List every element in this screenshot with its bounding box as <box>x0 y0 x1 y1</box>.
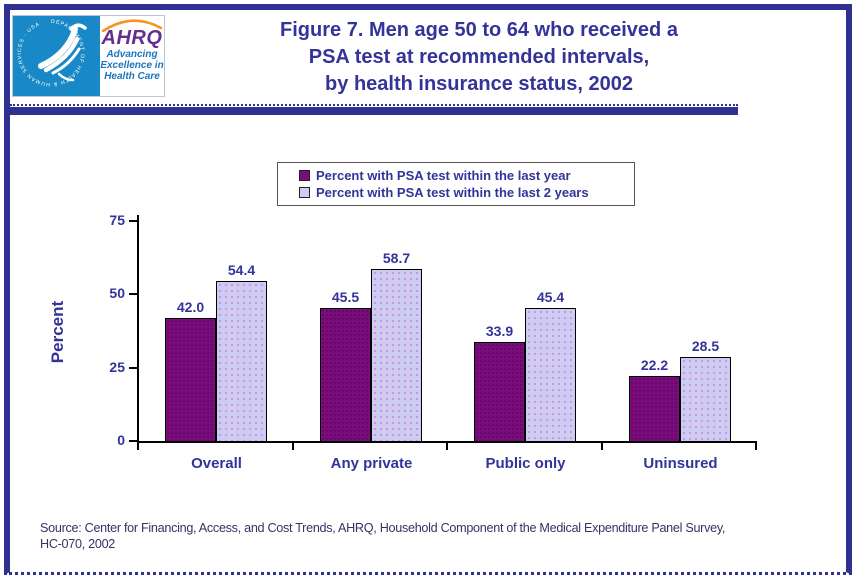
y-axis-tick <box>129 293 137 296</box>
bar <box>216 281 267 441</box>
figure-title-line: Figure 7. Men age 50 to 64 who received … <box>280 19 678 41</box>
legend-item-last-2-years: Percent with PSA test within the last 2 … <box>299 184 630 201</box>
legend-swatch-last-2-years <box>299 187 310 198</box>
y-axis-label: Percent <box>48 300 67 364</box>
legend-item-last-year: Percent with PSA test within the last ye… <box>299 167 630 184</box>
bar-value-label: 58.7 <box>382 250 411 266</box>
plot-area: 0 25 50 75 Overall 42.0 54.4 Any private 45.5 58.… <box>109 212 757 472</box>
figure-title: Figure 7. Men age 50 to 64 who received … <box>160 17 798 98</box>
header-divider-bar <box>10 104 738 115</box>
ahrq-logo: AHRQ Advancing Excellence in Health Care <box>100 16 164 96</box>
category-label: Overall <box>191 455 242 472</box>
y-axis-tick-label: 50 <box>109 285 125 302</box>
x-axis-tick <box>601 441 603 450</box>
x-axis-tick <box>292 441 294 450</box>
source-note-line: Source: Center for Financing, Access, an… <box>40 520 726 535</box>
legend-label-last-year: Percent with PSA test within the last ye… <box>316 168 571 183</box>
hhs-seal: DEPARTMENT OF HEALTH & HUMAN SERVICES - … <box>13 16 100 96</box>
hhs-eagle-icon: DEPARTMENT OF HEALTH & HUMAN SERVICES - … <box>17 19 87 87</box>
chart-legend: Percent with PSA test within the last ye… <box>277 162 635 206</box>
bar <box>165 318 216 441</box>
ahrq-arc-icon <box>101 19 163 32</box>
ahrq-hhs-logo: DEPARTMENT OF HEALTH & HUMAN SERVICES - … <box>12 15 165 97</box>
bar <box>680 357 731 441</box>
category-label: Uninsured <box>643 455 718 472</box>
bar <box>371 269 422 441</box>
ahrq-wordmark: AHRQ <box>101 27 163 49</box>
y-axis-tick-label: 75 <box>109 212 125 228</box>
category-label: Any private <box>330 455 413 472</box>
ahrq-tagline-line: Excellence in <box>100 60 164 71</box>
bar-value-label: 45.4 <box>536 289 565 305</box>
ahrq-tagline-line: Advancing <box>106 49 158 60</box>
source-note-line: HC-070, 2002 <box>40 536 116 551</box>
y-axis-tick-label: 0 <box>117 432 125 448</box>
y-axis-tick <box>129 366 137 369</box>
category-label: Public only <box>485 455 566 472</box>
y-axis-tick-label: 25 <box>109 358 125 375</box>
x-axis-tick <box>137 441 139 450</box>
y-axis-tick <box>129 220 137 222</box>
bar-value-label: 28.5 <box>691 338 720 354</box>
legend-label-last-2-years: Percent with PSA test within the last 2 … <box>316 185 589 200</box>
y-axis-tick <box>129 440 137 442</box>
bar <box>629 376 680 441</box>
legend-swatch-last-year <box>299 170 310 181</box>
ahrq-tagline-line: Health Care <box>104 71 160 82</box>
figure-title-line: PSA test at recommended intervals, <box>308 46 650 68</box>
bar-value-label: 22.2 <box>640 357 669 373</box>
bar <box>320 308 371 441</box>
source-note: Source: Center for Financing, Access, an… <box>40 520 814 552</box>
bar-value-label: 42.0 <box>176 299 205 315</box>
bar <box>525 308 576 441</box>
bar-value-label: 45.5 <box>331 289 360 305</box>
x-axis-tick <box>446 441 448 450</box>
figure-title-line: by health insurance status, 2002 <box>325 73 633 95</box>
x-axis-tick <box>755 441 757 450</box>
bar <box>474 342 525 441</box>
ahrq-tagline: Advancing Excellence in Health Care <box>100 49 163 82</box>
bar-value-label: 54.4 <box>227 262 256 278</box>
bar-value-label: 33.9 <box>485 323 514 339</box>
